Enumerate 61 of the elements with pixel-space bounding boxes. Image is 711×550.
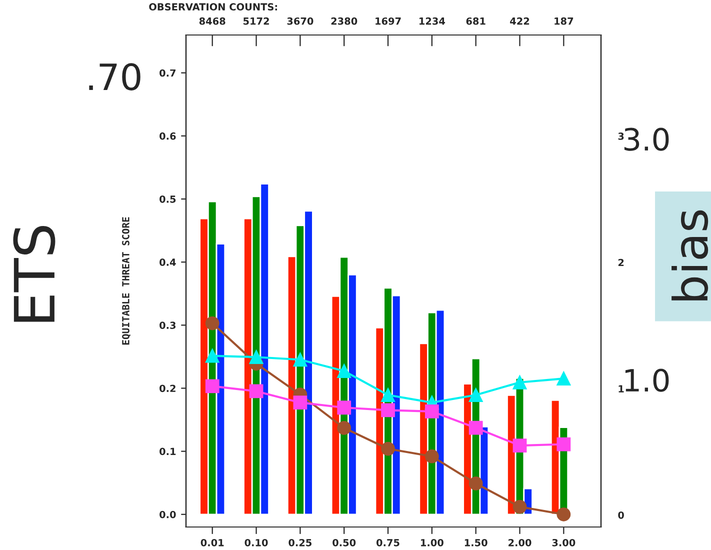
y2-tick-label: 2 bbox=[618, 258, 624, 266]
x-tick-label: 0.25 bbox=[288, 538, 312, 546]
point bbox=[424, 449, 439, 464]
y2-tick-label: 1 bbox=[618, 385, 624, 392]
point bbox=[293, 396, 308, 410]
y2-axis-title: bias bbox=[672, 210, 708, 300]
text: 1234 bbox=[419, 17, 446, 25]
text: 187 bbox=[554, 17, 574, 25]
point bbox=[512, 500, 527, 514]
text: 2380 bbox=[331, 17, 358, 25]
y2-tick-label: 3 bbox=[618, 132, 624, 140]
y-tick-label: 0.7 bbox=[160, 69, 176, 77]
y-tick-label: 0.1 bbox=[160, 448, 176, 456]
point bbox=[468, 420, 483, 435]
x-tick-label: 0.10 bbox=[244, 538, 268, 546]
point bbox=[512, 375, 527, 390]
point bbox=[249, 350, 264, 364]
x-tick-label: 2.00 bbox=[508, 538, 532, 546]
text: 422 bbox=[510, 17, 530, 25]
point bbox=[556, 507, 571, 522]
point bbox=[205, 348, 220, 363]
x2-axis-title: OBSERVATION COUNTS: bbox=[149, 3, 277, 11]
text: 8468 bbox=[199, 17, 226, 25]
x-tick-label: 1.00 bbox=[421, 538, 444, 546]
point bbox=[249, 384, 264, 398]
x-tick-label: 0.50 bbox=[332, 538, 356, 546]
point bbox=[556, 437, 571, 452]
point bbox=[205, 316, 220, 330]
text: 1.0 bbox=[625, 368, 669, 392]
point bbox=[205, 379, 220, 394]
point bbox=[556, 372, 571, 386]
point bbox=[424, 404, 439, 418]
text: ETS bbox=[13, 226, 56, 322]
point bbox=[293, 352, 308, 367]
point bbox=[512, 438, 527, 452]
point bbox=[468, 388, 483, 402]
y-tick-label: 0.5 bbox=[160, 195, 176, 203]
point bbox=[337, 400, 352, 415]
text: .70 bbox=[89, 63, 140, 90]
x-tick-label: 0.01 bbox=[200, 538, 224, 546]
text: 3670 bbox=[287, 17, 314, 25]
y-axis-title: EQUITABLE THREAT SCORE bbox=[122, 217, 131, 345]
point bbox=[337, 364, 352, 378]
text: 5172 bbox=[243, 17, 269, 25]
text: 1697 bbox=[376, 17, 401, 25]
y-tick-label: 0.0 bbox=[160, 510, 176, 518]
point bbox=[381, 403, 395, 418]
text: 681 bbox=[466, 17, 486, 25]
x-tick-label: 0.75 bbox=[376, 538, 400, 546]
x-tick-label: 1.50 bbox=[464, 538, 488, 546]
point bbox=[381, 388, 395, 402]
text: 3.0 bbox=[624, 128, 669, 151]
y2-tick-label: 0 bbox=[618, 511, 624, 519]
point bbox=[468, 476, 483, 490]
y-tick-label: 0.3 bbox=[160, 322, 176, 329]
point bbox=[337, 421, 352, 435]
y-tick-label: 0.6 bbox=[160, 132, 176, 140]
y-tick-label: 0.2 bbox=[160, 384, 176, 392]
x-tick-label: 3.00 bbox=[552, 538, 576, 546]
y-tick-label: 0.4 bbox=[160, 258, 176, 266]
point bbox=[381, 442, 395, 456]
